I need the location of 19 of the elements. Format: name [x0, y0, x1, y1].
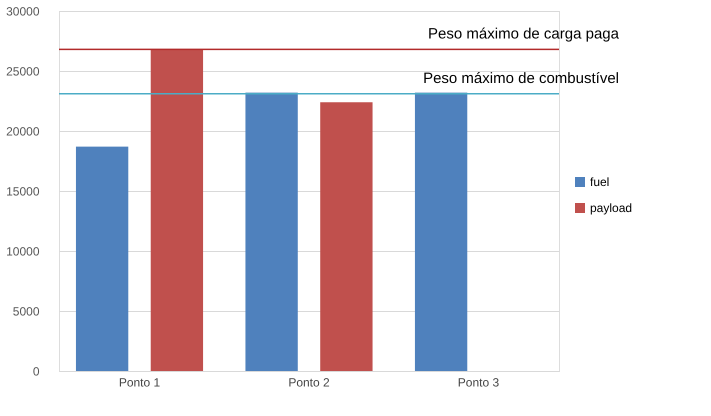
y-tick-label: 20000: [6, 124, 40, 138]
y-tick-label: 0: [32, 364, 40, 378]
x-tick-label: Ponto 2: [288, 376, 330, 390]
bar: [150, 49, 204, 371]
x-tick-label: Ponto 3: [458, 376, 500, 390]
y-tick-label: 30000: [6, 4, 40, 18]
bar: [414, 92, 468, 371]
bar: [76, 146, 128, 371]
y-tick-label: 10000: [6, 244, 40, 258]
ref-line-label: Peso máximo de carga paga: [428, 25, 620, 42]
ref-line-label: Peso máximo de combustível: [423, 70, 619, 87]
x-tick-label: Ponto 1: [118, 376, 161, 390]
bar: [245, 92, 298, 371]
bar: [320, 102, 373, 371]
y-tick-label: 15000: [6, 184, 40, 198]
legend-label: payload: [590, 201, 632, 215]
y-tick-label: 5000: [12, 304, 40, 318]
y-tick-label: 25000: [6, 64, 40, 78]
legend-label: fuel: [590, 175, 610, 189]
